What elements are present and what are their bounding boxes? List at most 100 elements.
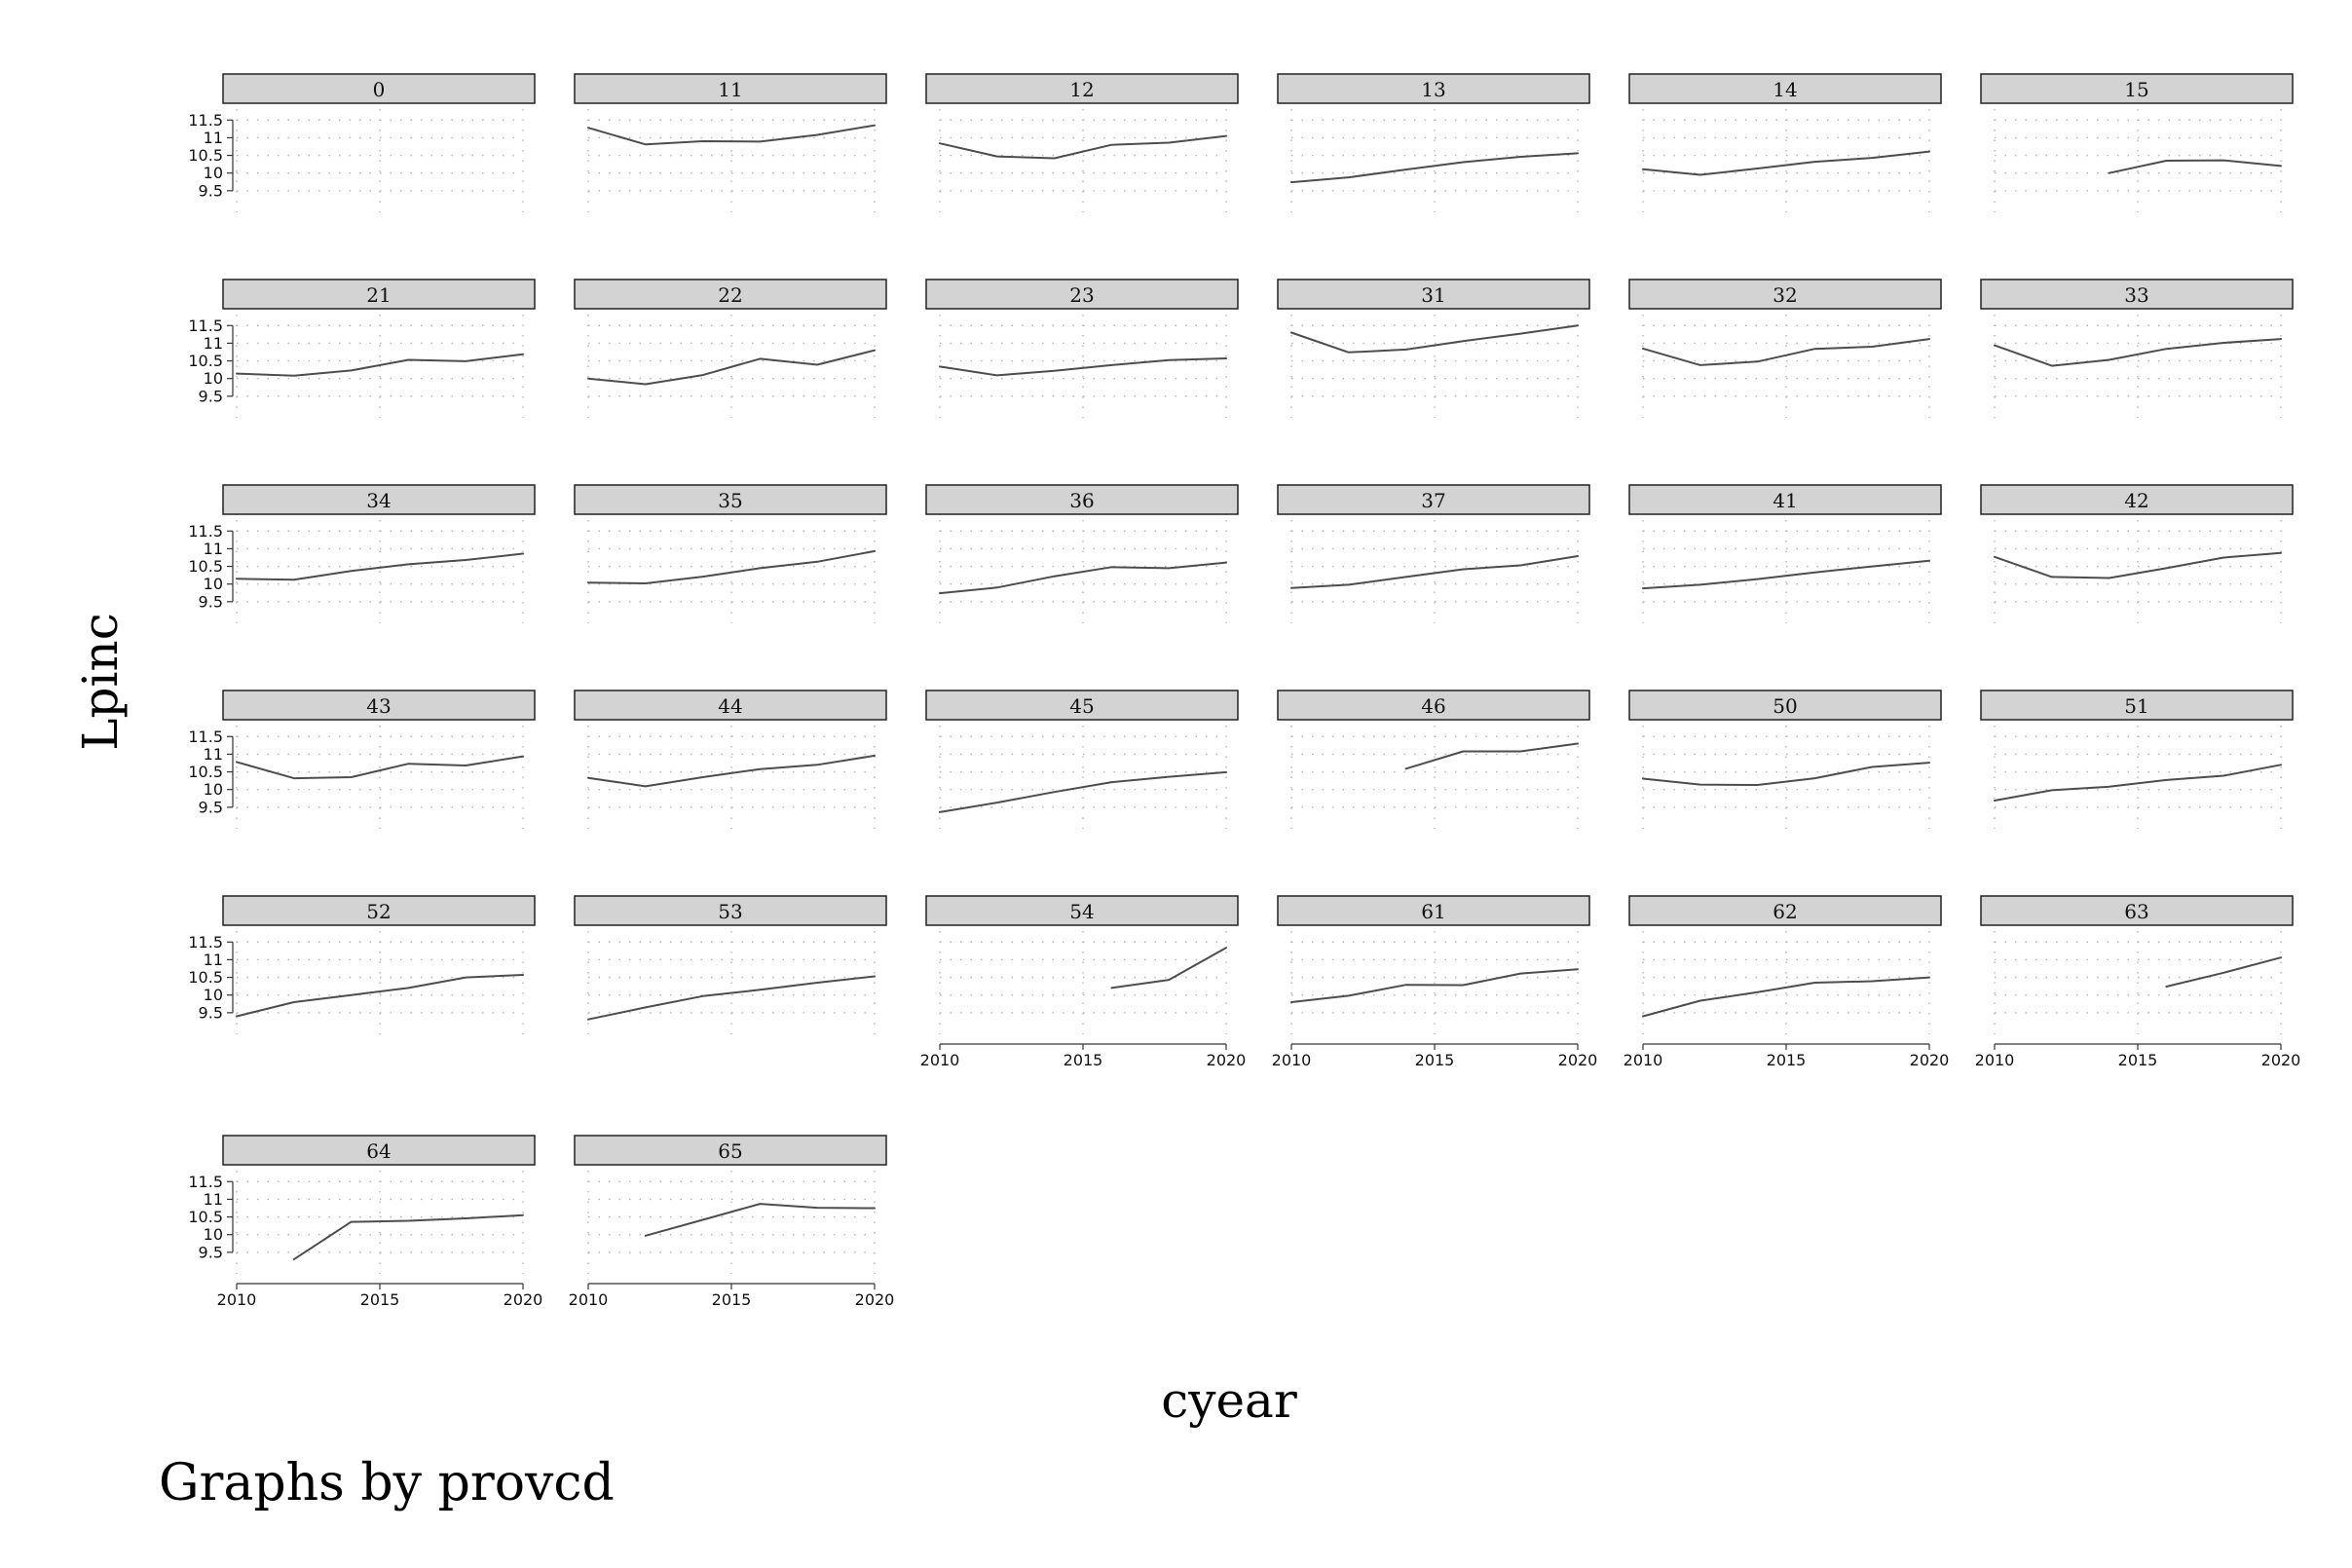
panel-title: 13 — [1421, 78, 1445, 101]
y-tick-label: 9.5 — [199, 798, 223, 816]
x-tick-label: 2010 — [1272, 1051, 1312, 1069]
panel-41: 41 — [1628, 484, 1942, 623]
x-tick-label: 2020 — [1910, 1051, 1950, 1069]
x-tick-label: 2010 — [1624, 1051, 1663, 1069]
series-line-15 — [2108, 159, 2282, 174]
y-tick-label: 11.5 — [188, 1173, 223, 1191]
series-line-32 — [1642, 338, 1930, 366]
panel-title: 64 — [366, 1139, 391, 1163]
panel-54: 54 2010 2015 2020 — [920, 895, 1246, 1069]
panel-title: 43 — [366, 694, 391, 718]
panel-50: 50 — [1628, 690, 1942, 829]
series-line-23 — [939, 357, 1227, 377]
y-tick-label: 11.5 — [188, 111, 223, 130]
panel-65: 65 2010 2015 2020 — [569, 1135, 895, 1309]
panel-44: 44 — [574, 690, 887, 829]
panel-32: 32 — [1628, 279, 1942, 418]
y-tick-label: 10 — [204, 369, 223, 388]
panel-strip — [1628, 73, 1942, 104]
panel-strip — [925, 484, 1239, 515]
y-tick-label: 10.5 — [188, 557, 223, 576]
x-tick-label: 2015 — [1064, 1051, 1103, 1069]
panel-53: 53 — [574, 895, 887, 1034]
panel-33: 33 — [1980, 279, 2294, 418]
series-line-44 — [587, 754, 876, 788]
y-tick-label: 11.5 — [188, 522, 223, 541]
panel-strip — [1980, 690, 2294, 721]
x-tick-label: 2015 — [1415, 1051, 1455, 1069]
panel-strip — [925, 895, 1239, 926]
panel-strip — [1277, 690, 1590, 721]
panel-strip — [1628, 690, 1942, 721]
panel-title: 52 — [366, 900, 391, 923]
panel-title: 36 — [1069, 489, 1094, 512]
series-line-35 — [587, 549, 876, 584]
panel-strip — [1980, 279, 2294, 310]
panel-51: 51 — [1980, 690, 2294, 829]
series-line-43 — [236, 755, 524, 780]
y-tick-label: 9.5 — [199, 1003, 223, 1022]
series-line-11 — [587, 124, 876, 146]
panel-title: 0 — [373, 78, 386, 101]
panel-title: 12 — [1069, 78, 1094, 101]
y-tick-label: 10 — [204, 1225, 223, 1244]
panel-46: 46 — [1277, 690, 1590, 829]
x-tick-label: 2020 — [2261, 1051, 2301, 1069]
panel-title: 21 — [366, 283, 391, 307]
y-tick-label: 10 — [204, 780, 223, 799]
series-line-42 — [1994, 551, 2282, 579]
panel-strip — [1277, 279, 1590, 310]
panel-title: 15 — [2124, 78, 2148, 101]
panel-title: 34 — [366, 489, 391, 512]
panel-strip — [1277, 484, 1590, 515]
y-tick-label: 10.5 — [188, 1208, 223, 1226]
panel-title: 54 — [1069, 900, 1094, 923]
panel-strip — [574, 690, 887, 721]
panel-23: 23 — [925, 279, 1239, 418]
panel-strip — [222, 1135, 536, 1166]
panel-title: 53 — [718, 900, 742, 923]
x-tick-label: 2010 — [217, 1290, 257, 1309]
y-tick-label: 9.5 — [199, 387, 223, 405]
panel-strip — [1628, 484, 1942, 515]
panel-strip — [574, 1135, 887, 1166]
series-line-64 — [292, 1213, 524, 1261]
y-tick-label: 11.5 — [188, 728, 223, 746]
panel-title: 51 — [2124, 694, 2148, 718]
panel-title: 50 — [1773, 694, 1797, 718]
panel-61: 61 2010 2015 2020 — [1272, 895, 1598, 1069]
series-line-53 — [587, 975, 876, 1021]
x-tick-label: 2020 — [1558, 1051, 1598, 1069]
y-tick-label: 9.5 — [199, 592, 223, 611]
series-line-31 — [1290, 324, 1579, 354]
series-line-62 — [1642, 976, 1930, 1018]
series-line-22 — [587, 349, 876, 386]
panel-title: 63 — [2124, 900, 2148, 923]
panel-title: 22 — [718, 283, 742, 307]
series-line-45 — [939, 770, 1227, 813]
y-tick-label: 10 — [204, 575, 223, 593]
panel-title: 44 — [718, 694, 742, 718]
y-tick-label: 11.5 — [188, 317, 223, 335]
series-line-12 — [939, 134, 1227, 160]
panel-45: 45 — [925, 690, 1239, 829]
y-tick-label: 11 — [204, 129, 223, 147]
series-line-54 — [1110, 947, 1227, 989]
x-tick-label: 2010 — [569, 1290, 609, 1309]
panel-title: 23 — [1069, 283, 1094, 307]
series-line-46 — [1404, 742, 1579, 770]
panel-strip — [1980, 895, 2294, 926]
graphs-by-note: Graphs by provcd — [159, 1454, 615, 1512]
panel-62: 62 2010 2015 2020 — [1624, 895, 1950, 1069]
panel-strip — [574, 279, 887, 310]
x-tick-label: 2010 — [1975, 1051, 2015, 1069]
panel-strip — [1277, 73, 1590, 104]
panel-title: 11 — [718, 78, 742, 101]
panel-title: 31 — [1421, 283, 1445, 307]
x-tick-label: 2020 — [855, 1290, 895, 1309]
